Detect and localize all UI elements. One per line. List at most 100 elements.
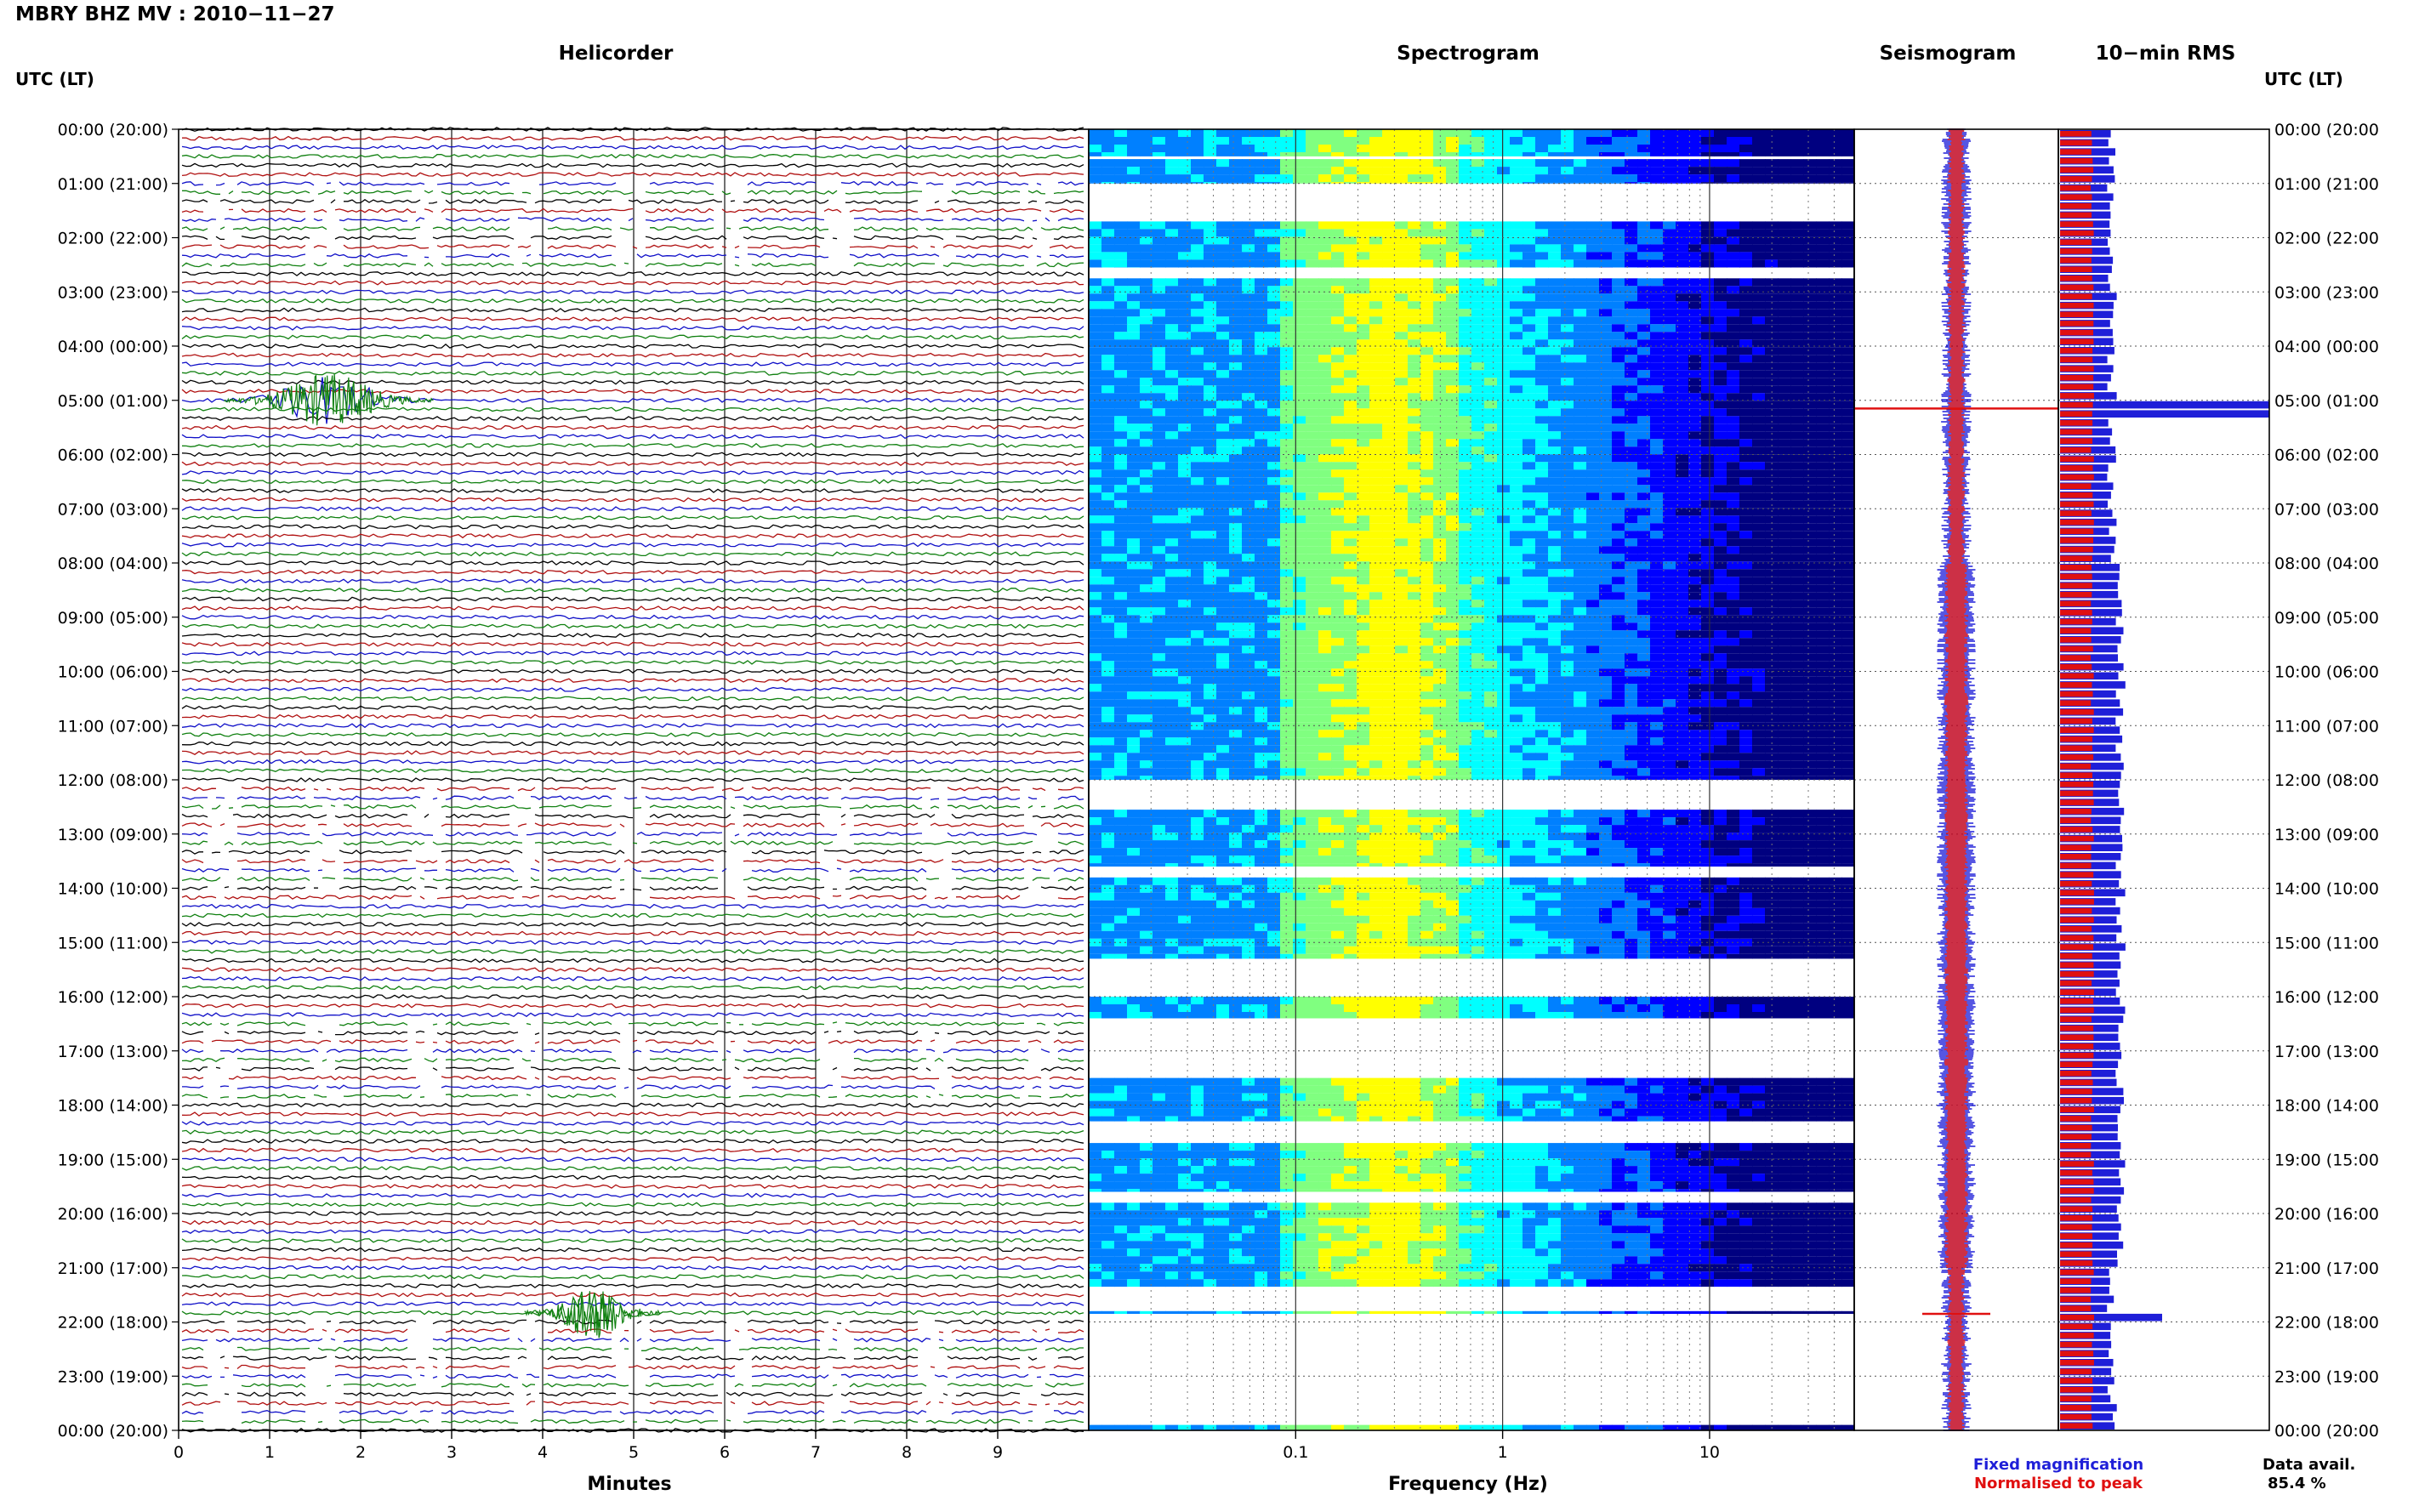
helicorder-trace xyxy=(181,1020,1084,1026)
rms-title: 10−min RMS xyxy=(2096,43,2236,65)
helicorder-trace xyxy=(181,1093,1084,1099)
rms-fixed-bar xyxy=(2060,1313,2162,1322)
rms-fixed-bar xyxy=(2060,681,2126,689)
helicorder-trace xyxy=(181,1048,1084,1054)
time-label-right: 18:00 (14:00 xyxy=(2274,1097,2379,1116)
time-label-right: 15:00 (11:00 xyxy=(2274,934,2379,952)
helicorder-trace xyxy=(181,461,1084,467)
helicorder-trace xyxy=(181,967,1084,973)
time-label-left: 07:00 (03:00) xyxy=(58,500,168,519)
helicorder-xtick-label: 5 xyxy=(629,1443,639,1462)
helicorder-trace xyxy=(181,1066,1084,1071)
rms-normalised-bar xyxy=(2060,600,2092,607)
helicorder-trace xyxy=(181,660,1084,665)
rms-normalised-bar xyxy=(2060,917,2094,923)
helicorder-trace xyxy=(181,822,1084,828)
helicorder-trace xyxy=(181,696,1084,702)
helicorder-trace xyxy=(181,361,1084,367)
helicorder-trace xyxy=(181,1328,1084,1333)
helicorder-trace xyxy=(181,605,1084,611)
time-label-right: 16:00 (12:00 xyxy=(2274,988,2379,1007)
rms-normalised-bar xyxy=(2060,438,2092,444)
rms-normalised-bar xyxy=(2060,998,2093,1004)
rms-normalised-bar xyxy=(2060,745,2092,752)
rms-normalised-bar xyxy=(2060,393,2094,399)
helicorder-xtick-label: 0 xyxy=(174,1443,184,1462)
rms-normalised-bar xyxy=(2060,645,2093,652)
helicorder-trace xyxy=(181,1265,1084,1270)
rms-normalised-bar xyxy=(2060,212,2092,219)
rms-normalised-bar xyxy=(2060,1197,2092,1203)
spectrogram-segment xyxy=(1089,278,1855,780)
helicorder-trace xyxy=(181,551,1084,557)
helicorder-trace xyxy=(181,1192,1084,1198)
rms-normalised-bar xyxy=(2060,799,2094,805)
rms-normalised-bar xyxy=(2060,1124,2092,1131)
time-label-right: 22:00 (18:00 xyxy=(2274,1314,2379,1333)
rms-normalised-bar xyxy=(2060,131,2092,137)
spectrogram-segment xyxy=(1089,1202,1855,1287)
helicorder-trace xyxy=(181,307,1084,313)
rms-fixed-bar xyxy=(2060,401,2269,409)
rms-normalised-bar xyxy=(2060,835,2094,842)
rms-normalised-bar xyxy=(2060,1341,2092,1348)
helicorder-trace xyxy=(181,777,1084,782)
helicorder-trace xyxy=(181,506,1084,512)
station-title: MBRY BHZ MV : 2010−11−27 xyxy=(15,3,334,26)
rms-normalised-bar xyxy=(2060,1134,2092,1140)
helicorder-trace xyxy=(181,344,1084,349)
rms-fixed-bar xyxy=(2060,410,2269,418)
helicorder-trace xyxy=(181,876,1084,882)
rms-normalised-bar xyxy=(2060,157,2093,164)
helicorder-trace xyxy=(181,569,1084,575)
helicorder-trace xyxy=(181,162,1084,168)
time-label-right: 11:00 (07:00 xyxy=(2274,717,2379,736)
helicorder-trace xyxy=(181,145,1084,151)
rms-normalised-bar xyxy=(2060,1405,2092,1411)
time-axis-label-right: UTC (LT) xyxy=(2264,69,2343,89)
helicorder-trace xyxy=(181,1256,1084,1262)
spectrogram-segment xyxy=(1089,221,1855,268)
helicorder-trace xyxy=(181,795,1084,801)
rms-normalised-bar xyxy=(2060,374,2094,381)
helicorder-trace xyxy=(181,406,1084,412)
helicorder-trace xyxy=(181,723,1084,729)
rms-normalised-bar xyxy=(2060,329,2093,336)
helicorder-trace xyxy=(181,298,1084,304)
helicorder-trace xyxy=(181,948,1084,954)
rms-normalised-bar xyxy=(2060,591,2092,598)
rms-normalised-bar xyxy=(2060,248,2092,254)
time-label-right: 00:00 (20:00 xyxy=(2274,121,2379,139)
helicorder-trace xyxy=(181,1075,1084,1081)
helicorder-trace xyxy=(181,1237,1084,1243)
helicorder-trace xyxy=(181,831,1084,837)
rms-normalised-bar xyxy=(2060,628,2092,634)
time-label-left: 02:00 (22:00) xyxy=(58,230,168,248)
helicorder-trace xyxy=(181,705,1084,710)
rms-normalised-bar xyxy=(2060,194,2092,200)
helicorder-trace xyxy=(181,515,1084,520)
rms-normalised-bar xyxy=(2060,1016,2092,1022)
rms-normalised-bar xyxy=(2060,817,2092,824)
rms-normalised-bar xyxy=(2060,384,2094,390)
time-label-right: 09:00 (05:00 xyxy=(2274,609,2379,628)
time-label-right: 08:00 (04:00 xyxy=(2274,554,2379,573)
helicorder-xtick-label: 8 xyxy=(902,1443,912,1462)
rms-normalised-bar xyxy=(2060,465,2093,471)
time-label-left: 09:00 (05:00) xyxy=(58,609,168,628)
time-label-left: 05:00 (01:00) xyxy=(58,392,168,411)
helicorder-trace xyxy=(181,180,1084,186)
helicorder-trace xyxy=(181,479,1084,485)
helicorder-trace xyxy=(181,858,1084,864)
helicorder-trace xyxy=(181,1355,1084,1361)
helicorder-trace xyxy=(181,975,1084,981)
rms-normalised-bar xyxy=(2060,1025,2094,1032)
rms-normalised-bar xyxy=(2060,555,2092,561)
time-label-left: 17:00 (13:00) xyxy=(58,1043,168,1061)
rms-normalised-bar xyxy=(2060,844,2092,850)
rms-normalised-bar xyxy=(2060,1043,2094,1049)
time-label-right: 13:00 (09:00 xyxy=(2274,826,2379,844)
helicorder-trace xyxy=(181,1391,1084,1397)
rms-normalised-bar xyxy=(2060,1106,2094,1113)
